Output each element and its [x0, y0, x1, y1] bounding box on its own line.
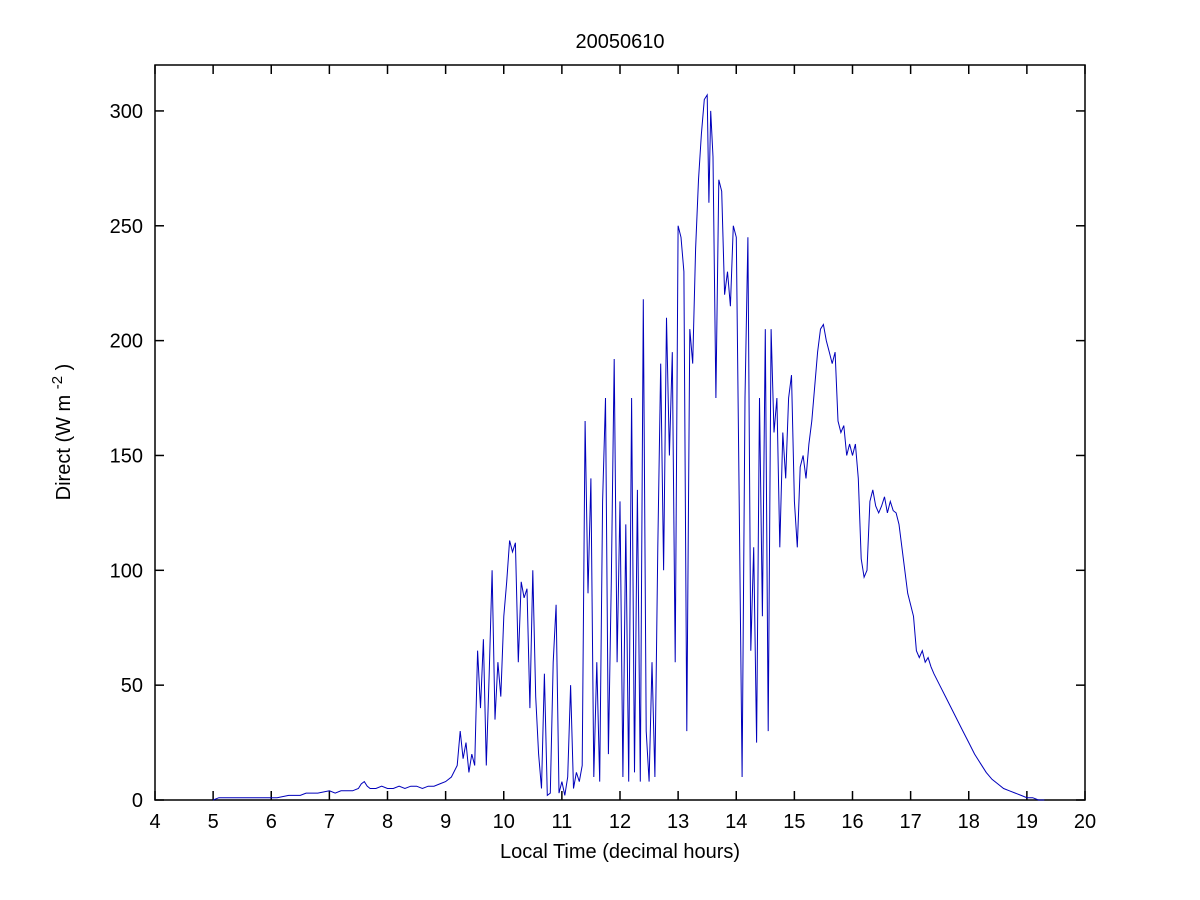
x-tick-label: 20 — [1074, 811, 1096, 833]
y-tick-label: 150 — [110, 445, 143, 467]
y-tick-label: 200 — [110, 331, 143, 353]
y-axis-label-superscript: -2 — [49, 376, 66, 389]
plot-box — [154, 64, 1086, 801]
y-tick-label: 0 — [132, 790, 143, 812]
x-tick-label: 9 — [440, 811, 451, 833]
x-tick-label: 19 — [1016, 811, 1038, 833]
x-tick-label: 7 — [324, 811, 335, 833]
x-tick-label: 12 — [609, 811, 631, 833]
y-tick-label: 50 — [121, 675, 143, 697]
x-tick-label: 6 — [266, 811, 277, 833]
y-axis-label-suffix: ) — [53, 364, 75, 371]
y-axis-label-prefix: Direct (W m — [53, 395, 75, 501]
x-tick-label: 18 — [958, 811, 980, 833]
x-tick-label: 4 — [149, 811, 160, 833]
x-tick-label: 14 — [725, 811, 747, 833]
x-tick-label: 16 — [841, 811, 863, 833]
y-axis-label: Direct (W m -2 ) — [45, 364, 75, 501]
y-tick-label: 100 — [110, 560, 143, 582]
x-tick-label: 15 — [783, 811, 805, 833]
chart-title: 20050610 — [576, 31, 665, 53]
axis-ticks — [154, 65, 1086, 801]
y-tick-label: 300 — [110, 101, 143, 123]
x-tick-label: 17 — [900, 811, 922, 833]
irradiance-line — [212, 93, 1045, 801]
x-tick-label: 11 — [551, 811, 572, 833]
x-tick-label: 10 — [493, 811, 515, 833]
tick-labels: 4 5 6 7 8 9 10 11 12 13 14 15 16 17 18 19 20050100150200… — [110, 101, 1097, 833]
x-axis-label: Local Time (decimal hours) — [500, 841, 740, 863]
x-tick-label: 8 — [382, 811, 393, 833]
x-tick-label: 13 — [667, 811, 689, 833]
y-tick-label: 250 — [110, 216, 143, 238]
x-tick-label: 5 — [208, 811, 219, 833]
data-series — [212, 93, 1045, 801]
